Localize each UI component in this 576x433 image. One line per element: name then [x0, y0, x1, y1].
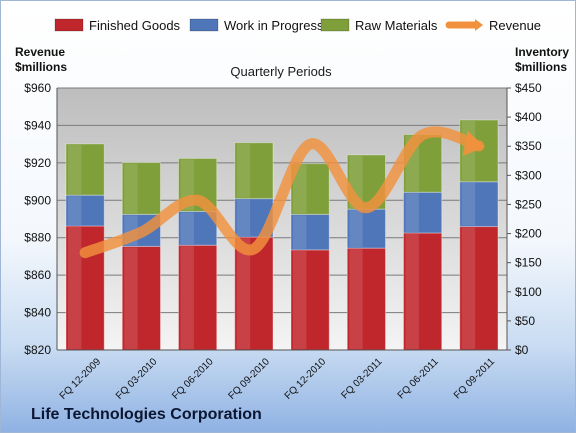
x-tick-label: FQ 06-2011 [396, 356, 441, 401]
bar-work-in-progress [65, 194, 105, 227]
bar-highlight [236, 143, 251, 198]
left-tick-label: $940 [24, 118, 51, 132]
right-tick-label: $250 [515, 197, 542, 211]
right-axis-title-line2: $millions [515, 60, 567, 74]
legend-label: Finished Goods [89, 18, 181, 33]
left-tick-label: $820 [24, 343, 51, 357]
left-axis-title-line2: $millions [15, 60, 67, 74]
bar-finished-goods [290, 249, 330, 351]
x-tick-label: FQ 12-2009 [58, 356, 104, 402]
bar-highlight [68, 144, 82, 195]
bar-highlight [293, 250, 307, 349]
bar-highlight [180, 246, 194, 349]
legend-label: Revenue [489, 18, 541, 33]
bar-highlight [180, 212, 194, 245]
x-tick-label: FQ 09-2011 [452, 356, 497, 401]
revenue-line [79, 126, 485, 259]
revenue-line-path [79, 126, 485, 259]
bar-highlight [405, 193, 419, 232]
bar-finished-goods [121, 245, 161, 351]
legend-label: Work in Progress [224, 18, 324, 33]
bar-highlight [349, 249, 363, 349]
bar-finished-goods [178, 244, 218, 351]
right-tick-label: $350 [515, 139, 542, 153]
legend-swatch [54, 18, 84, 32]
legend: Finished Goods Work in Progress Raw Materi… [54, 18, 541, 33]
x-tick-label: FQ 12-2010 [283, 356, 329, 402]
bar-work-in-progress [290, 213, 330, 251]
bar-highlight [236, 238, 251, 349]
bar-finished-goods [346, 247, 386, 351]
right-tick-label: $300 [515, 168, 542, 182]
x-axis: FQ 12-2009 FQ 03-2010 FQ 06-2010 FQ 09-2010… [57, 349, 507, 402]
x-tick-label: FQ 09-2010 [226, 356, 272, 402]
right-tick-label: $100 [515, 285, 542, 299]
bar-work-in-progress [459, 181, 499, 228]
left-tick-label: $880 [24, 231, 51, 245]
bar-highlight [461, 182, 476, 226]
right-tick-label: $450 [515, 81, 542, 95]
right-tick-label: $0 [515, 343, 529, 357]
x-tick-label: FQ 06-2010 [170, 356, 216, 402]
legend-arrow [475, 19, 483, 31]
right-axis: $0 $50 $100 $150 $200 $250 $300 $350 $400 $450 [506, 81, 542, 357]
left-axis-title-line1: Revenue [15, 45, 65, 59]
bar-highlight [68, 196, 82, 225]
bar-highlight [405, 233, 419, 349]
bar-highlight [236, 199, 251, 237]
left-tick-label: $840 [24, 306, 51, 320]
bar-raw-materials [121, 162, 161, 215]
right-tick-label: $200 [515, 227, 542, 241]
bar-finished-goods [234, 236, 274, 351]
bar-highlight [349, 210, 363, 248]
left-tick-label: $900 [24, 193, 51, 207]
bar-highlight [293, 164, 307, 214]
bar-highlight [68, 226, 82, 349]
right-tick-label: $50 [515, 314, 535, 328]
bar-raw-materials [234, 142, 274, 200]
bar-raw-materials [65, 143, 105, 196]
x-tick-label: FQ 03-2011 [340, 356, 385, 401]
revenue-arrowhead [462, 130, 485, 157]
x-tick-label: FQ 03-2010 [114, 356, 160, 402]
right-tick-label: $400 [515, 110, 542, 124]
right-tick-label: $150 [515, 256, 542, 270]
chart-subtitle: Quarterly Periods [230, 64, 332, 79]
company-name: Life Technologies Corporation [31, 406, 262, 423]
bar-work-in-progress [178, 210, 218, 246]
bars [65, 119, 499, 351]
legend-label: Raw Materials [355, 18, 438, 33]
left-tick-label: $960 [24, 81, 51, 95]
left-tick-label: $860 [24, 268, 51, 282]
bar-work-in-progress [403, 191, 443, 234]
bar-highlight [293, 215, 307, 249]
legend-swatch [189, 18, 219, 32]
bar-highlight [461, 227, 476, 349]
right-axis-title-line1: Inventory [515, 45, 569, 59]
legend-swatch [320, 18, 350, 32]
left-axis: $820 $840 $860 $880 $900 $920 $940 $960 [24, 81, 58, 357]
bar-highlight [124, 163, 138, 214]
bar-highlight [124, 247, 138, 349]
left-tick-label: $920 [24, 156, 51, 170]
